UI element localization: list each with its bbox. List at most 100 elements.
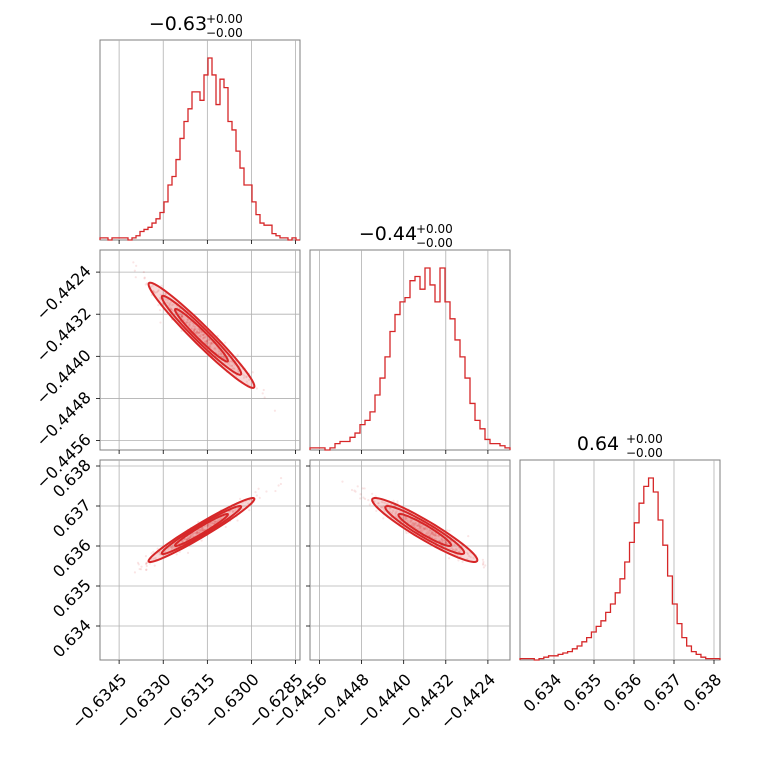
sample-point (197, 327, 200, 331)
sample-point (206, 339, 209, 342)
sample-point (206, 524, 209, 527)
sample-point (454, 548, 457, 551)
panels (96, 39, 721, 664)
sample-point (195, 530, 198, 534)
sample-point (180, 329, 183, 332)
sample-point (481, 563, 485, 566)
scatter-content (341, 480, 487, 569)
sample-point (214, 520, 217, 523)
sample-point (167, 304, 170, 307)
param-title-minus-0: −0.00 (206, 26, 243, 40)
sample-point (196, 333, 199, 336)
sample-point (193, 328, 196, 332)
scatter-panel-1-0 (96, 249, 301, 454)
sample-point (152, 289, 155, 293)
sample-point (246, 502, 250, 505)
sample-point (482, 562, 485, 565)
sample-point (193, 327, 196, 331)
sample-point (394, 512, 397, 516)
sample-point (451, 548, 454, 551)
sample-point (201, 334, 205, 337)
sample-point (391, 511, 394, 515)
sample-point (168, 302, 171, 305)
sample-point (228, 363, 231, 366)
sample-point (363, 487, 366, 490)
sample-point (425, 531, 428, 534)
sample-point (417, 524, 420, 527)
sample-point (228, 360, 231, 363)
sample-point (263, 396, 266, 399)
sample-point (143, 276, 146, 279)
sample-point (207, 525, 210, 529)
sample-point (422, 526, 425, 530)
sample-point (153, 564, 156, 567)
sample-point (418, 524, 421, 528)
sample-point (434, 534, 437, 537)
sample-point (379, 506, 382, 509)
sample-point (211, 522, 214, 525)
sample-point (198, 528, 201, 532)
sample-point (484, 564, 487, 567)
sample-point (205, 339, 209, 342)
sample-point (417, 522, 420, 525)
sample-point (187, 537, 191, 540)
sample-point (172, 303, 175, 306)
sample-point (206, 524, 209, 527)
sample-point (181, 315, 184, 318)
sample-point (380, 500, 383, 504)
sample-point (359, 497, 362, 500)
sample-point (461, 560, 464, 563)
sample-point (411, 522, 414, 525)
sample-point (207, 523, 210, 526)
sample-point (482, 566, 486, 569)
sample-point (158, 553, 161, 556)
sample-point (195, 532, 199, 536)
sample-point (430, 531, 433, 534)
sample-point (392, 509, 395, 512)
sample-point (204, 335, 208, 338)
sample-point (193, 328, 196, 331)
sample-point (140, 565, 143, 568)
param-title-minus-1: −0.00 (416, 236, 453, 250)
sample-point (208, 525, 211, 528)
sample-point (201, 527, 204, 530)
sample-point (279, 477, 283, 480)
sample-point (201, 528, 204, 532)
sample-point (186, 321, 189, 324)
sample-point (242, 376, 246, 379)
sample-point (394, 515, 397, 518)
sample-point (186, 318, 190, 321)
sample-point (207, 338, 210, 341)
hist-panel-2 (519, 459, 721, 664)
panel-frame (99, 249, 301, 451)
sample-point (185, 538, 188, 541)
sample-point (199, 528, 202, 531)
sample-point (382, 501, 385, 504)
sample-point (208, 345, 211, 348)
contour-1 (384, 505, 466, 555)
sample-point (163, 550, 167, 553)
sample-point (443, 538, 446, 542)
sample-point (444, 541, 447, 544)
sample-point (262, 388, 265, 392)
sample-point (419, 526, 422, 530)
sample-point (353, 489, 356, 492)
sample-point (205, 340, 209, 343)
sample-point (354, 490, 357, 493)
sample-point (392, 499, 395, 502)
sample-point (209, 346, 212, 349)
sample-point (468, 555, 471, 558)
sample-point (234, 507, 237, 511)
sample-point (214, 348, 217, 351)
sample-point (230, 359, 233, 363)
sample-point (367, 499, 370, 502)
sample-point (434, 533, 437, 536)
sample-point (248, 378, 251, 381)
sample-point (196, 330, 199, 333)
sample-point (159, 293, 162, 296)
sample-point (178, 550, 181, 553)
sample-point (150, 552, 153, 555)
sample-point (198, 334, 202, 338)
sample-point (277, 484, 280, 487)
